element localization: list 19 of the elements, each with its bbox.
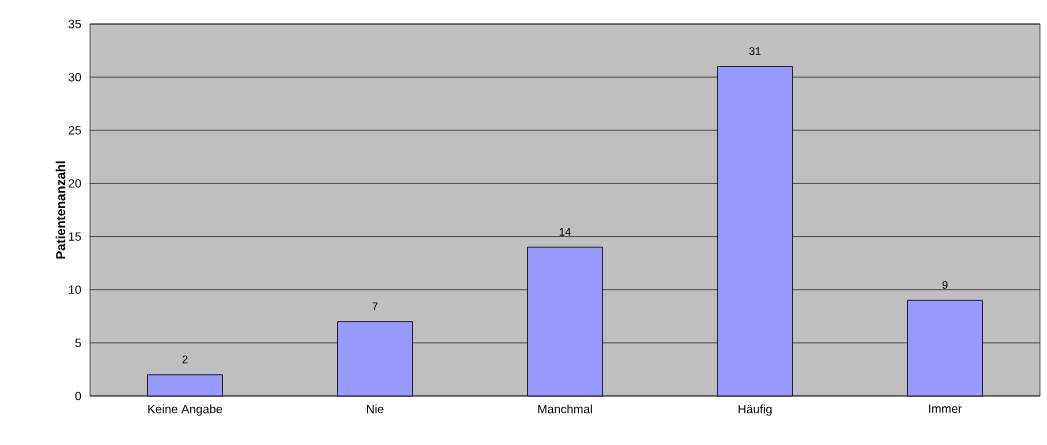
data-label: 31 [749, 47, 761, 55]
y-tick-label: 5 [75, 338, 81, 348]
y-tick-label: 20 [68, 179, 81, 188]
data-label: 9 [942, 281, 948, 289]
data-label: 2 [182, 355, 188, 364]
y-tick-label: 30 [68, 72, 81, 82]
y-axis-title: Patientenanzahl [55, 161, 66, 259]
x-tick-label: Keine Angabe [148, 404, 223, 416]
data-label: 14 [559, 228, 571, 236]
y-tick-label: 10 [69, 285, 81, 294]
y-tick-label: 0 [75, 391, 82, 401]
data-label: 7 [372, 302, 378, 311]
y-tick-label: 15 [69, 232, 81, 241]
x-tick-label: Häufig [738, 404, 772, 416]
x-tick-label: Immer [929, 404, 962, 413]
x-tick-label: Manchmal [538, 404, 592, 414]
x-tick-label: Nie [366, 404, 384, 414]
y-tick-label: 25 [68, 126, 81, 135]
y-tick-label: 35 [68, 19, 81, 29]
